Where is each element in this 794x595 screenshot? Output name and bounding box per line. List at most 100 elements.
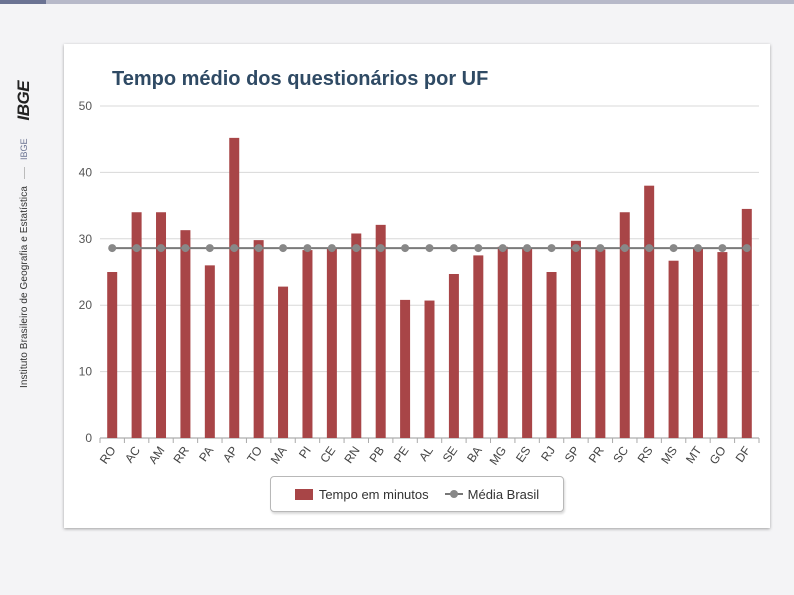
side-branding: Instituto Brasileiro de Geografia e Esta… bbox=[0, 28, 46, 398]
average-marker bbox=[547, 244, 556, 253]
bar bbox=[253, 240, 264, 438]
chart-card: Tempo médio dos questionários por UF 0 10… bbox=[64, 44, 770, 528]
average-marker bbox=[669, 244, 678, 253]
bar bbox=[400, 299, 411, 438]
bar bbox=[326, 248, 337, 438]
x-tick-label: MA bbox=[268, 444, 290, 467]
x-tick-label: SP bbox=[562, 444, 583, 465]
average-marker bbox=[254, 244, 263, 253]
bar bbox=[717, 252, 728, 438]
bar bbox=[692, 247, 703, 438]
x-tick-label: MT bbox=[683, 443, 705, 466]
bar bbox=[619, 212, 630, 438]
bar bbox=[570, 240, 581, 438]
y-tick-label: 40 bbox=[79, 165, 93, 179]
y-tick-label: 20 bbox=[79, 298, 93, 312]
x-tick-label: MG bbox=[487, 444, 510, 468]
average-marker bbox=[352, 244, 361, 253]
average-marker bbox=[523, 244, 532, 253]
average-marker bbox=[108, 244, 117, 253]
average-marker bbox=[157, 244, 166, 253]
x-tick-label: PA bbox=[196, 444, 216, 464]
average-marker bbox=[596, 244, 605, 253]
branding-divider bbox=[23, 166, 25, 179]
average-marker bbox=[693, 244, 702, 253]
bar bbox=[229, 137, 240, 438]
x-tick-label: AP bbox=[220, 444, 241, 465]
average-marker bbox=[474, 244, 483, 253]
average-marker bbox=[449, 244, 458, 253]
bar bbox=[473, 255, 484, 438]
bar bbox=[107, 272, 118, 438]
average-marker bbox=[645, 244, 654, 253]
bar bbox=[546, 272, 557, 438]
legend-line-swatch bbox=[444, 489, 463, 499]
bar bbox=[497, 246, 508, 438]
bar bbox=[156, 212, 167, 438]
x-tick-label: SE bbox=[440, 444, 461, 465]
x-tick-label: PR bbox=[586, 443, 607, 465]
average-marker bbox=[279, 244, 288, 253]
institute-abbreviation: IBGE bbox=[19, 138, 29, 160]
institute-name: Instituto Brasileiro de Geografia e Esta… bbox=[18, 185, 30, 388]
top-bar-accent bbox=[0, 0, 46, 4]
average-marker bbox=[132, 244, 141, 253]
x-tick-label: DF bbox=[733, 444, 754, 465]
average-marker bbox=[620, 244, 629, 253]
average-marker bbox=[376, 244, 385, 253]
top-bar bbox=[0, 0, 794, 4]
legend-item-bars[interactable]: Tempo em minutos bbox=[294, 486, 429, 502]
chart-legend[interactable]: Tempo em minutos Média Brasil bbox=[270, 476, 564, 512]
bar bbox=[351, 233, 362, 438]
x-tick-label: AC bbox=[122, 443, 143, 465]
average-marker bbox=[181, 244, 190, 253]
x-tick-label: RN bbox=[341, 444, 362, 466]
bar bbox=[375, 224, 386, 438]
bar bbox=[644, 185, 655, 438]
average-marker bbox=[401, 244, 410, 253]
bar bbox=[448, 273, 459, 438]
x-tick-label: RS bbox=[635, 444, 656, 466]
branding-rotated: Instituto Brasileiro de Geografia e Esta… bbox=[14, 81, 34, 388]
bar bbox=[595, 249, 606, 438]
average-marker bbox=[718, 244, 727, 253]
chart-title: Tempo médio dos questionários por UF bbox=[112, 68, 489, 90]
average-marker bbox=[498, 244, 507, 253]
x-tick-label: RO bbox=[97, 444, 119, 467]
bar bbox=[668, 260, 679, 438]
y-tick-label: 0 bbox=[85, 431, 92, 445]
bar bbox=[741, 208, 752, 438]
average-marker bbox=[742, 244, 751, 253]
average-marker bbox=[571, 244, 580, 253]
legend-bar-swatch bbox=[294, 488, 313, 500]
average-marker bbox=[303, 244, 312, 253]
x-tick-label: GO bbox=[707, 444, 729, 467]
bar bbox=[204, 265, 215, 438]
x-tick-label: PI bbox=[296, 444, 314, 461]
x-tick-label: AL bbox=[416, 443, 436, 463]
x-tick-label: RR bbox=[170, 443, 192, 466]
x-tick-label: ES bbox=[513, 444, 534, 465]
bar bbox=[180, 230, 191, 438]
bar bbox=[424, 300, 435, 438]
bar bbox=[278, 286, 289, 438]
x-tick-label: TO bbox=[244, 444, 265, 466]
x-tick-label: BA bbox=[464, 444, 485, 465]
average-marker bbox=[205, 244, 214, 253]
x-tick-label: CE bbox=[317, 444, 338, 466]
bar bbox=[302, 250, 313, 438]
average-marker bbox=[230, 244, 239, 253]
average-marker bbox=[327, 244, 336, 253]
x-tick-label: MS bbox=[658, 444, 680, 467]
x-tick-label: SC bbox=[610, 443, 631, 465]
legend-item-average[interactable]: Média Brasil bbox=[429, 487, 539, 502]
x-tick-label: PE bbox=[391, 444, 412, 465]
bar bbox=[522, 248, 533, 438]
ibge-logo: IBGE bbox=[14, 80, 33, 121]
average-marker bbox=[425, 244, 434, 253]
x-tick-label: RJ bbox=[538, 444, 558, 464]
y-tick-label: 30 bbox=[79, 232, 93, 246]
legend-bar-label: Tempo em minutos bbox=[318, 486, 429, 502]
y-tick-label: 10 bbox=[79, 365, 93, 379]
